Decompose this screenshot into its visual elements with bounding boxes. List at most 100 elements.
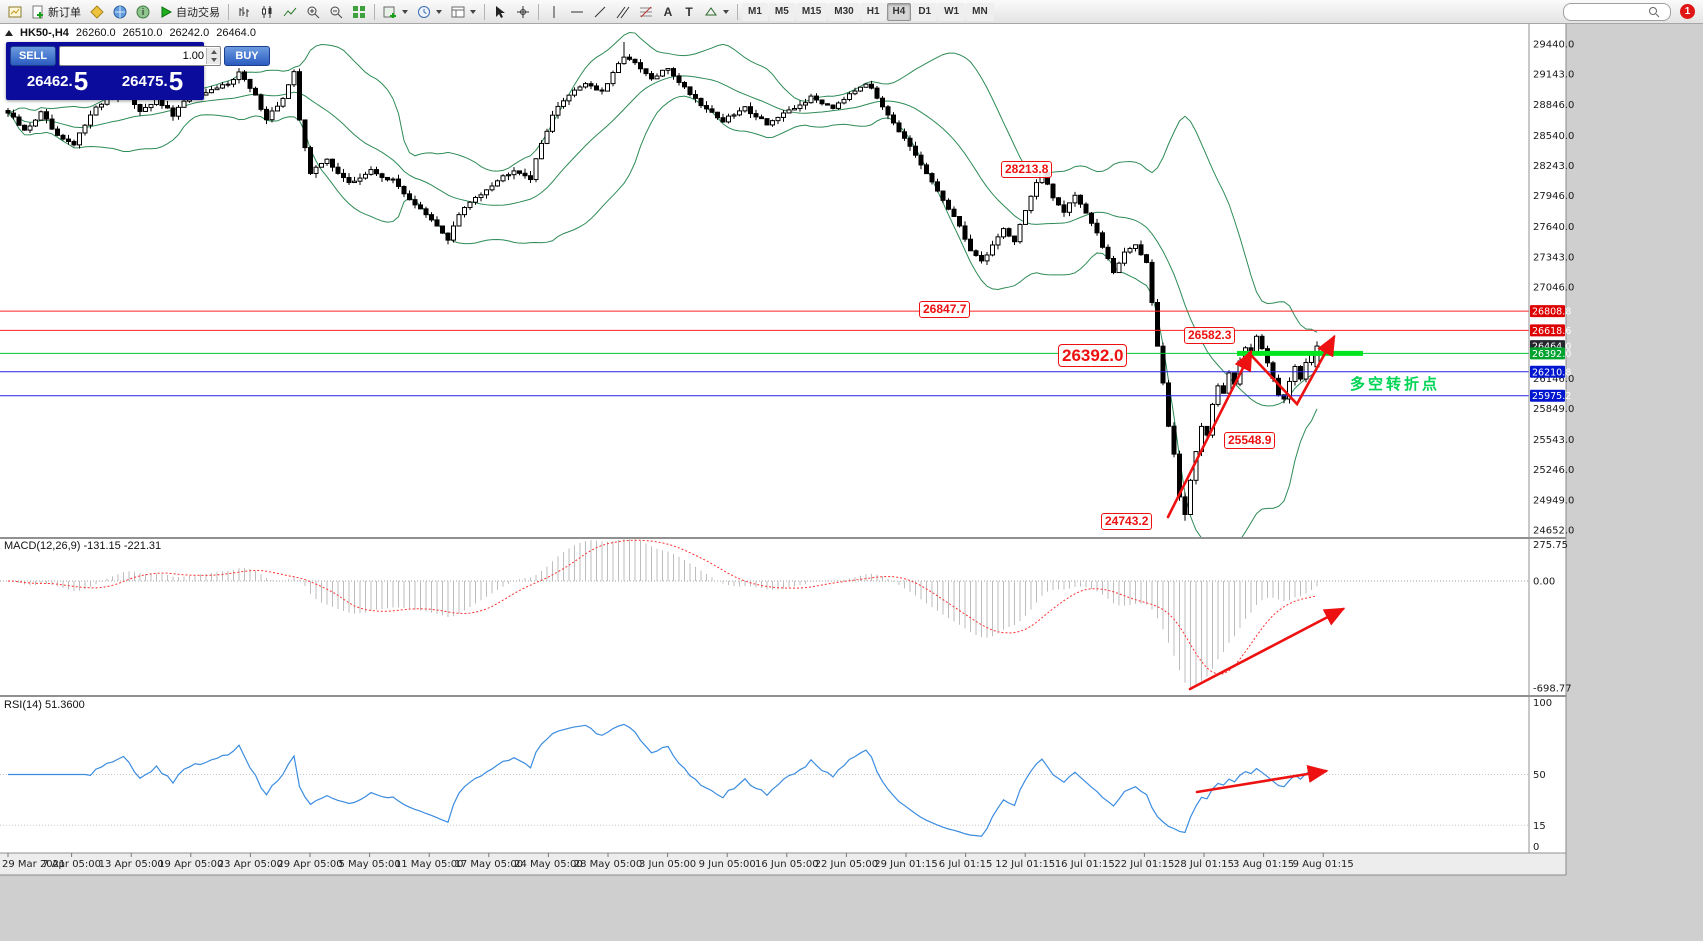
data-window-button[interactable]: i <box>132 2 154 22</box>
buy-price-main: 26475. <box>121 73 168 90</box>
svg-text:28 May 05:00: 28 May 05:00 <box>574 859 643 870</box>
svg-text:7 Apr 05:00: 7 Apr 05:00 <box>42 859 101 870</box>
svg-text:25849.0: 25849.0 <box>1533 404 1574 415</box>
crosshair-button[interactable] <box>512 2 534 22</box>
shapes-icon <box>705 6 717 15</box>
timeframe-h4-button[interactable]: H4 <box>886 2 912 21</box>
crosshair-icon <box>517 5 529 18</box>
panel-separator-macd-rsi[interactable] <box>0 695 1566 697</box>
macd-signal-line <box>7 539 1318 675</box>
horizontal-line-tool-button[interactable] <box>566 2 588 22</box>
svg-text:28540.0: 28540.0 <box>1533 131 1574 142</box>
svg-text:9 Aug 01:15: 9 Aug 01:15 <box>1293 859 1354 870</box>
channel-icon <box>616 6 630 18</box>
tile-windows-icon <box>353 5 365 18</box>
rsi-line <box>8 723 1318 837</box>
zoom-out-button[interactable] <box>325 2 347 22</box>
svg-text:27946.0: 27946.0 <box>1533 191 1574 202</box>
macd-panel <box>0 539 1529 688</box>
price-badge-25975.2 <box>1530 389 1565 402</box>
templates-button[interactable] <box>447 2 480 22</box>
zoom-in-button[interactable] <box>302 2 324 22</box>
bar-chart-button[interactable] <box>233 2 255 22</box>
macd-axis: 275.75 0.00 -698.77 <box>1533 540 1572 694</box>
trend-arrows[interactable] <box>1166 334 1346 794</box>
volume-input[interactable] <box>60 49 206 63</box>
price-axis[interactable]: 29440.0 29143.0 28846.0 28540.0 28243.0 27946… <box>1530 40 1574 537</box>
new-chart-button[interactable] <box>4 2 26 22</box>
chart-background <box>0 24 1566 875</box>
label-tool-button[interactable]: T <box>679 2 699 22</box>
timeframe-m1-button[interactable]: M1 <box>742 2 768 21</box>
line-chart-button[interactable] <box>279 2 301 22</box>
periods-button[interactable] <box>413 2 446 22</box>
svg-text:11 May 05:00: 11 May 05:00 <box>395 859 464 870</box>
timeframe-d1-button[interactable]: D1 <box>912 2 938 21</box>
svg-text:-698.77: -698.77 <box>1533 683 1572 694</box>
template-icon <box>451 6 465 17</box>
svg-text:25246.0: 25246.0 <box>1533 465 1574 476</box>
timeframe-m5-button[interactable]: M5 <box>768 2 795 21</box>
timeframe-h1-button[interactable]: H1 <box>860 2 886 21</box>
buy-price[interactable]: 26475. 5 <box>105 68 200 94</box>
channel-tool-button[interactable] <box>612 2 634 22</box>
volume-up-button[interactable] <box>207 48 220 56</box>
candles <box>5 41 1320 521</box>
svg-text:3 Jun 05:00: 3 Jun 05:00 <box>639 859 696 870</box>
horizontal-line-icon <box>571 11 583 12</box>
search-icon <box>1649 6 1660 17</box>
svg-text:27640.0: 27640.0 <box>1533 222 1574 233</box>
red-arrow <box>1188 607 1346 691</box>
clock-icon <box>418 5 430 18</box>
text-tool-a-glyph: A <box>663 4 673 19</box>
text-tool-button[interactable]: A <box>658 2 678 22</box>
toolbar-separator <box>484 3 485 20</box>
panel-separator-main-macd[interactable] <box>0 537 1566 539</box>
fibonacci-tool-button[interactable] <box>635 2 657 22</box>
sell-button[interactable]: SELL <box>10 46 56 66</box>
indicators-icon <box>383 6 396 18</box>
market-watch-button[interactable] <box>109 2 131 22</box>
candle-chart-button[interactable] <box>256 2 278 22</box>
svg-text:28846.0: 28846.0 <box>1533 100 1574 111</box>
timeframe-mn-button[interactable]: MN <box>966 2 994 21</box>
svg-text:24949.0: 24949.0 <box>1533 495 1574 506</box>
vertical-line-tool-button[interactable] <box>543 2 565 22</box>
profiles-button[interactable] <box>86 2 108 22</box>
search-input[interactable] <box>1569 5 1645 18</box>
svg-text:26146.0: 26146.0 <box>1533 374 1574 385</box>
svg-text:0.00: 0.00 <box>1533 577 1555 588</box>
svg-text:29143.0: 29143.0 <box>1533 70 1574 81</box>
zoom-out-icon <box>330 6 343 18</box>
volume-down-button[interactable] <box>207 56 220 64</box>
svg-text:26464.0: 26464.0 <box>1532 342 1571 353</box>
svg-text:0: 0 <box>1533 842 1539 853</box>
trendline-tool-button[interactable] <box>589 2 611 22</box>
svg-text:22 Jun 05:00: 22 Jun 05:00 <box>815 859 879 870</box>
label-tool-t-glyph: T <box>685 4 693 19</box>
notification-badge[interactable]: 1 <box>1680 4 1695 19</box>
indicators-button[interactable] <box>379 2 412 22</box>
shapes-tool-button[interactable] <box>700 2 733 22</box>
price-badge-26808.8 <box>1530 305 1565 318</box>
new-order-icon <box>32 5 43 18</box>
timeframe-m30-button[interactable]: M30 <box>828 2 860 21</box>
cursor-button[interactable] <box>489 2 511 22</box>
volume-stepper <box>59 46 221 66</box>
time-axis-strip <box>0 853 1566 875</box>
timeframe-m15-button[interactable]: M15 <box>795 2 828 21</box>
search-box[interactable] <box>1563 2 1671 21</box>
timeframe-w1-button[interactable]: W1 <box>938 2 966 21</box>
tile-windows-button[interactable] <box>348 2 370 22</box>
buy-button[interactable]: BUY <box>224 46 270 66</box>
autotrade-button[interactable]: 自动交易 <box>155 2 224 22</box>
toolbar-separator <box>737 3 738 20</box>
fibonacci-icon <box>640 6 652 17</box>
svg-text:26392.0: 26392.0 <box>1532 349 1571 360</box>
sell-price-big-digit: 5 <box>73 66 89 96</box>
sell-price[interactable]: 26462. 5 <box>10 68 105 94</box>
new-order-button[interactable]: 新订单 <box>27 2 85 22</box>
new-order-label: 新订单 <box>48 6 81 19</box>
zoom-in-icon <box>307 6 320 18</box>
